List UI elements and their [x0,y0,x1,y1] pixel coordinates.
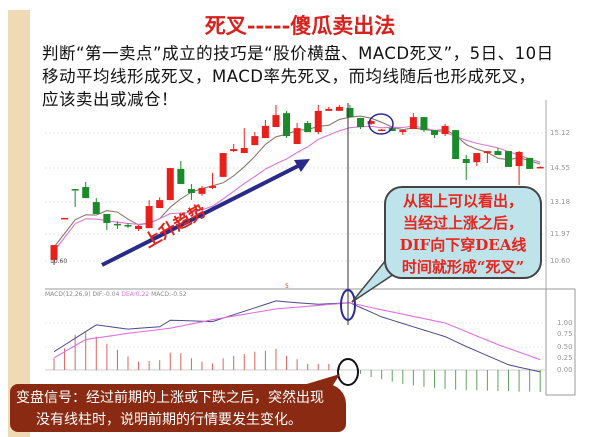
candle-up [441,125,449,135]
candle-up [473,153,481,163]
macd-tick: 0.75 [557,330,573,338]
candle-up [145,206,153,229]
candle-down [346,108,354,118]
candle-up [240,147,248,154]
macd-axis-box [545,288,576,396]
candle-up [209,185,217,188]
price-tick: 10.60 [550,257,571,265]
candle-up [325,108,333,111]
death-cross-callout: 从图上可以看出， 当经过上涨之后， DIF向下穿DEA线 时间就形成“死叉” [384,186,542,279]
candle-up [219,153,227,177]
ma10-line [53,125,541,252]
signal-callout: 变盘信号：经过前期的上涨或下跌之后，突然出现 没有线柱时，说明前期的行情要发生变… [10,384,346,432]
candle-down [357,117,365,128]
callout-line: 从图上可以看出， [402,192,523,210]
macd-legend-name: MACD(12,26,9) [45,291,91,298]
candle-up [314,110,322,133]
candle-up [272,115,280,128]
dif-line [53,300,541,373]
macd-legend-dea: DEA:0.22 [121,291,150,298]
macd-legend-dif: DIF:-0.04 [92,291,120,298]
candle-up [166,168,174,201]
candle-down [304,123,312,133]
price-tick: 11.97 [550,230,571,238]
macd-tick: 0.25 [557,354,573,362]
candle-down [92,202,100,214]
candle-down [505,151,513,167]
macd-legend-macd: MACD:-0.52 [151,291,187,298]
candle-down [124,225,132,227]
zero-bar-circle [337,358,359,386]
page-title: 死叉-----傻瓜卖出法 [204,13,396,38]
candle-up [536,166,544,169]
candle-up [367,121,375,124]
candle-down [177,168,185,184]
macd-cross-circle [340,289,356,321]
macd-legend: MACD(12,26,9) DIF:-0.04 DEA:0.22 MACD:-0… [45,291,187,298]
candle-up [293,128,301,145]
candle-down [187,189,195,194]
candle-down [494,151,502,156]
candle-up [335,106,343,111]
candle-up [261,125,269,139]
candle-down [82,187,90,199]
candle-down [452,130,460,160]
price-tick: 15.12 [550,129,571,137]
price-cross-circle [368,113,394,135]
candle-up [230,149,238,152]
candle-down [71,189,79,191]
candle-down [420,117,428,131]
callout-line: 时间就形成“死叉” [401,258,525,276]
macd-tick: 1.00 [557,319,573,327]
candle-up [156,200,164,209]
candle-up [483,151,491,154]
candle-up [198,187,206,194]
price-tick: 13.18 [550,198,571,206]
decorative-strip [8,10,30,437]
callout-line: 变盘信号：经过前期的上涨或下跌之后，突然出现 [16,390,324,406]
candle-up [515,151,523,167]
callout-line: DIF向下穿DEA线 [399,236,527,254]
candle-down [431,130,439,135]
candle-up [399,130,407,133]
marker-label: 5 [285,283,289,290]
candle-up [135,225,143,229]
candle-down [283,113,291,137]
macd-tick: 0.50 [557,343,573,351]
callout-line: 当经过上涨之后， [402,214,523,232]
body-line-1: 判断“第一卖点”成立的技巧是“股价横盘、MACD死叉”，5日、10日 [42,44,554,63]
candle-down [388,128,396,131]
arrow-head-icon [294,159,310,172]
candle-up [378,129,386,132]
uptrend-arrow [101,163,301,267]
candle-up [61,217,69,220]
dea-line [53,302,541,361]
body-line-2: 移动平均线形成死叉，MACD率先死叉，而均线随后也形成死叉， [42,67,536,86]
candle-down [103,213,111,224]
candle-down [526,157,534,169]
low-price-label: 10.60 [50,258,68,265]
price-tick: 14.55 [550,164,571,172]
candle-down [462,159,470,163]
macd-tick: 0.00 [557,366,573,374]
candle-up [50,245,58,260]
callout-line: 没有线柱时，说明前期的行情要发生变化。 [36,412,302,428]
candle-up [409,117,417,129]
candle-down [113,223,121,226]
candle-up [251,136,259,146]
body-line-3: 应该卖出或减仓！ [42,90,178,109]
